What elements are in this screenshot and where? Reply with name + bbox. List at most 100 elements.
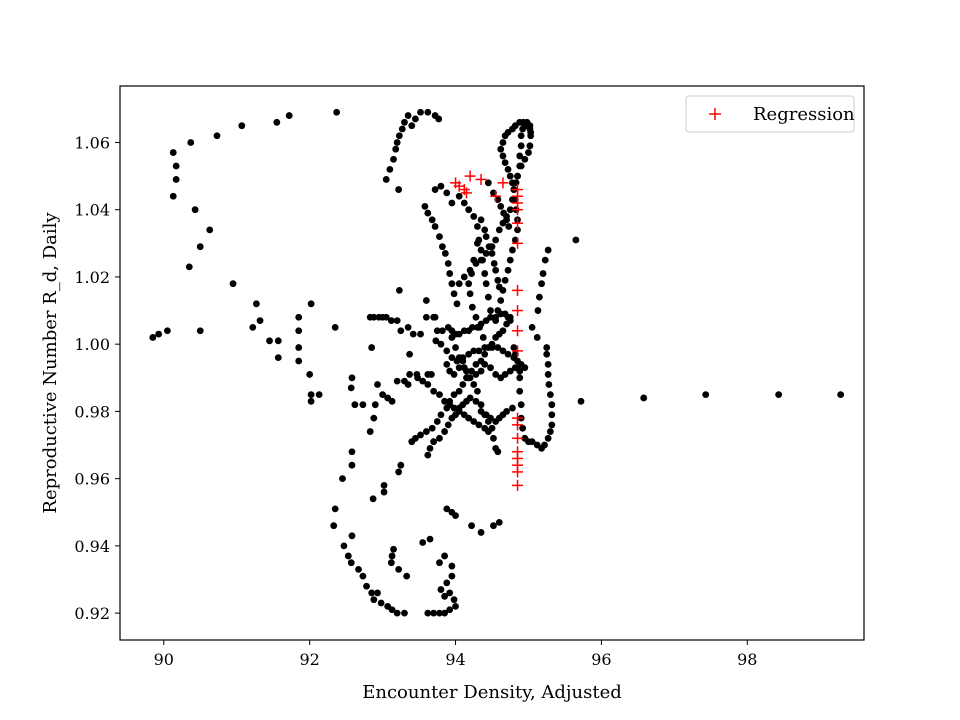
data-point	[546, 428, 554, 435]
data-point	[437, 182, 445, 190]
data-point	[348, 374, 356, 382]
data-point	[450, 371, 458, 378]
data-point	[436, 233, 443, 241]
data-point	[837, 391, 845, 398]
data-point	[497, 297, 505, 304]
legend: Regression	[685, 95, 855, 133]
data-point	[295, 344, 303, 351]
regression-point	[512, 284, 524, 296]
data-point	[395, 186, 403, 193]
data-point	[519, 424, 527, 432]
data-point	[417, 108, 424, 116]
regression-point	[512, 432, 524, 444]
data-point	[439, 243, 446, 251]
data-point	[481, 411, 489, 419]
data-point	[497, 145, 505, 153]
data-point	[351, 401, 359, 409]
data-point	[501, 159, 509, 167]
data-point	[452, 602, 459, 610]
data-point	[481, 226, 489, 234]
data-point	[516, 374, 524, 382]
data-point	[397, 327, 405, 335]
data-point	[253, 300, 260, 308]
legend-label-regression: Regression	[753, 104, 855, 125]
data-point	[441, 428, 448, 435]
data-point	[422, 297, 430, 304]
data-point	[412, 115, 419, 123]
data-point	[455, 387, 463, 395]
data-point	[505, 223, 513, 230]
x-tick-label: 92	[299, 650, 319, 669]
regression-point	[475, 173, 487, 185]
data-point	[501, 276, 509, 284]
data-point	[306, 371, 314, 378]
data-point	[450, 391, 458, 398]
data-point	[379, 391, 386, 398]
x-axis-label: Encounter Density, Adjusted	[362, 682, 622, 703]
data-point	[521, 155, 529, 163]
data-point	[348, 532, 356, 540]
data-point	[490, 434, 497, 442]
y-tick-label: 0.98	[74, 402, 110, 421]
data-point	[419, 539, 427, 546]
data-point	[369, 495, 377, 503]
data-point	[538, 280, 545, 288]
data-point	[347, 559, 355, 567]
data-point	[213, 132, 221, 140]
data-point	[470, 256, 478, 264]
data-point	[370, 313, 378, 321]
data-point	[368, 344, 376, 351]
data-point	[488, 344, 496, 351]
data-point	[517, 132, 525, 140]
data-point	[432, 337, 440, 345]
data-point	[465, 350, 473, 358]
data-point	[481, 360, 489, 368]
data-point	[494, 307, 502, 314]
data-point	[503, 216, 510, 224]
data-point	[468, 522, 475, 530]
data-point	[274, 354, 282, 362]
data-point	[517, 162, 525, 170]
data-point	[441, 397, 448, 405]
data-point	[466, 290, 474, 298]
data-point	[406, 371, 413, 378]
data-point	[517, 401, 525, 409]
data-point	[503, 408, 510, 415]
data-point	[398, 125, 406, 133]
data-point	[495, 226, 503, 234]
regression-point	[490, 190, 502, 202]
data-point	[484, 293, 492, 301]
data-point	[436, 559, 443, 567]
data-point	[455, 192, 463, 200]
data-point	[545, 381, 553, 388]
data-point	[443, 505, 451, 513]
data-point	[307, 391, 315, 398]
regression-point	[512, 345, 524, 357]
data-point	[333, 108, 341, 116]
data-point	[516, 152, 524, 160]
data-point	[504, 350, 512, 358]
data-point	[392, 145, 400, 153]
data-point	[455, 408, 463, 415]
data-point	[509, 246, 516, 254]
data-point	[465, 206, 473, 214]
data-point	[468, 303, 476, 311]
data-point	[472, 397, 480, 405]
y-tick-label: 1.06	[74, 133, 110, 152]
data-point	[460, 199, 468, 207]
data-point	[393, 609, 401, 617]
data-point	[386, 165, 394, 173]
data-point	[344, 552, 352, 560]
data-point	[340, 542, 348, 550]
data-point	[504, 165, 512, 173]
data-point	[428, 424, 436, 432]
data-point	[431, 223, 439, 230]
data-point	[516, 387, 524, 395]
data-point	[412, 434, 419, 442]
data-point	[441, 250, 449, 257]
data-point	[395, 566, 403, 573]
data-point	[475, 347, 483, 355]
data-point	[526, 122, 534, 130]
data-point	[548, 421, 556, 429]
data-point	[485, 243, 493, 251]
